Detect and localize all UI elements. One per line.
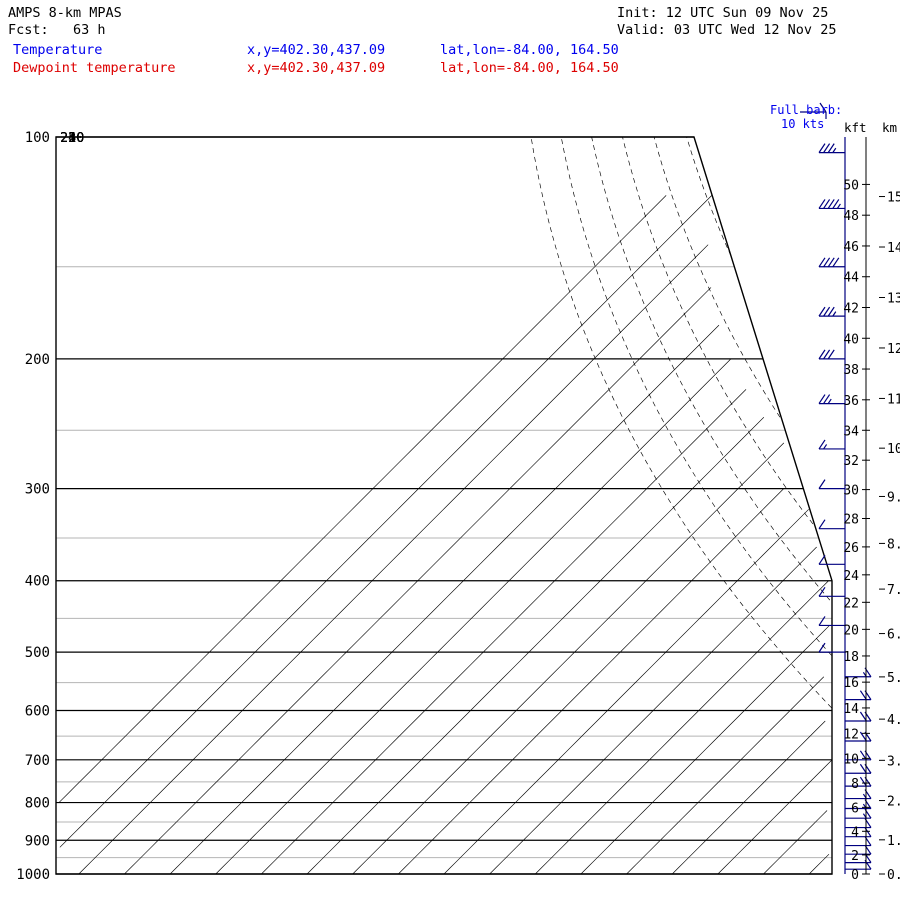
- dewpoint-legend-latlon: lat,lon=-84.00, 164.50: [440, 60, 619, 76]
- dewpoint-legend-label: Dewpoint temperature: [13, 60, 176, 76]
- wind-barb-column: [800, 102, 872, 874]
- plot-frame: [55, 136, 833, 875]
- km-tick-label: 13.: [887, 291, 900, 306]
- pressure-tick-label: 100: [25, 130, 50, 146]
- km-tick-label: 7.: [887, 583, 900, 598]
- kft-tick-label: 42: [843, 301, 859, 316]
- kft-tick-label: 16: [843, 676, 859, 691]
- kft-tick-label: 34: [843, 424, 859, 439]
- isotherm-lines: [58, 195, 833, 875]
- wind-barb: [818, 394, 845, 405]
- wind-barb: [818, 554, 845, 565]
- kft-tick-label: 40: [843, 332, 859, 347]
- model-title: AMPS 8-km MPAS: [8, 5, 122, 21]
- wind-barb: [818, 479, 845, 490]
- wind-barb: [818, 642, 845, 653]
- km-tick-label: 8.: [887, 537, 900, 552]
- kft-tick-label: 38: [843, 363, 859, 378]
- kft-tick-label: 22: [843, 596, 859, 611]
- kft-tick-label: 14: [843, 702, 859, 717]
- kft-tick-label: 28: [843, 512, 859, 527]
- kft-tick-label: 26: [843, 541, 859, 556]
- km-tick-label: 0.: [887, 868, 900, 883]
- theta-label-left: 210: [60, 130, 84, 146]
- kft-tick-label: 30: [843, 484, 859, 499]
- barb-legend-line2: 10 kts: [781, 117, 825, 131]
- wind-barb: [818, 587, 845, 597]
- forecast-hour: Fcst: 63 h: [8, 22, 106, 38]
- kft-tick-label: 12: [843, 727, 859, 742]
- km-tick-label: 12.: [887, 342, 900, 357]
- km-tick-label: 6.: [887, 628, 900, 643]
- pressure-tick-label: 400: [25, 574, 50, 590]
- wind-barb: [818, 616, 845, 627]
- wind-barb: [818, 439, 845, 450]
- kft-tick-label: 44: [843, 271, 859, 286]
- kft-tick-label: 48: [843, 209, 859, 224]
- km-tick-label: 14.: [887, 241, 900, 256]
- temperature-legend-xy: x,y=402.30,437.09: [247, 42, 386, 58]
- kft-tick-label: 36: [843, 394, 859, 409]
- pressure-tick-label: 1000: [16, 867, 50, 883]
- wind-barb: [818, 306, 845, 317]
- moist-adiabat-lines: [530, 136, 832, 709]
- kft-tick-label: 18: [843, 650, 859, 665]
- kft-axis-title: kft: [844, 120, 867, 135]
- kft-tick-label: 46: [843, 240, 859, 255]
- kft-tick-label: 0: [851, 868, 859, 883]
- kft-tick-label: 6: [851, 801, 859, 816]
- km-tick-label: 9.: [887, 490, 900, 505]
- kft-tick-label: 50: [843, 178, 859, 193]
- km-tick-label: 10.: [887, 442, 900, 457]
- temperature-legend-label: Temperature: [13, 42, 103, 58]
- axis-labels: 100 200 300 400 500 600 700 800 900 1000 250240230…: [16, 130, 84, 883]
- pressure-tick-label: 500: [25, 645, 50, 661]
- pressure-tick-label: 700: [25, 753, 50, 769]
- km-tick-label: 2.: [887, 795, 900, 810]
- wind-barb: [818, 349, 845, 360]
- theta-label-left: 250: [60, 130, 84, 146]
- pressure-tick-label: 600: [25, 703, 50, 719]
- major-isobar-grid: [56, 136, 832, 875]
- kft-tick-label: 20: [843, 623, 859, 638]
- barb-legend-line1: Full barb:: [770, 103, 843, 117]
- theta-label-left: 230: [60, 130, 84, 146]
- km-tick-label: 15.: [887, 191, 900, 206]
- km-tick-label: 3.: [887, 754, 900, 769]
- valid-time: Valid: 03 UTC Wed 12 Nov 25: [617, 22, 837, 38]
- km-axis-title: km: [882, 120, 897, 135]
- pressure-tick-label: 300: [25, 482, 50, 498]
- dewpoint-legend-xy: x,y=402.30,437.09: [247, 60, 386, 76]
- km-tick-label: 5.: [887, 671, 900, 686]
- height-axes: kft km02468101214161820222426283032343638…: [843, 120, 900, 883]
- kft-tick-label: 24: [843, 569, 859, 584]
- kft-tick-label: 2: [851, 849, 859, 864]
- full-barb-sample-icon: [800, 102, 827, 119]
- pressure-tick-label: 800: [25, 796, 50, 812]
- minor-isobar-grid: [56, 266, 832, 859]
- wind-barb: [818, 519, 845, 530]
- wind-barb: [818, 143, 845, 154]
- km-tick-label: 4.: [887, 713, 900, 728]
- theta-label-left: 240: [60, 130, 84, 146]
- pressure-tick-label: 200: [25, 352, 50, 368]
- wind-barb: [818, 199, 845, 210]
- wind-barb: [845, 690, 872, 701]
- kft-tick-label: 4: [851, 825, 859, 840]
- kft-tick-label: 32: [843, 454, 859, 469]
- kft-tick-label: 8: [851, 777, 859, 792]
- temperature-legend-latlon: lat,lon=-84.00, 164.50: [440, 42, 619, 58]
- km-tick-label: 1.: [887, 834, 900, 849]
- theta-label-left: 220: [60, 130, 84, 146]
- pressure-tick-label: 900: [25, 833, 50, 849]
- km-tick-label: 11.: [887, 392, 900, 407]
- kft-tick-label: 10: [843, 752, 859, 767]
- init-time: Init: 12 UTC Sun 09 Nov 25: [617, 5, 829, 21]
- wind-barb: [818, 257, 845, 268]
